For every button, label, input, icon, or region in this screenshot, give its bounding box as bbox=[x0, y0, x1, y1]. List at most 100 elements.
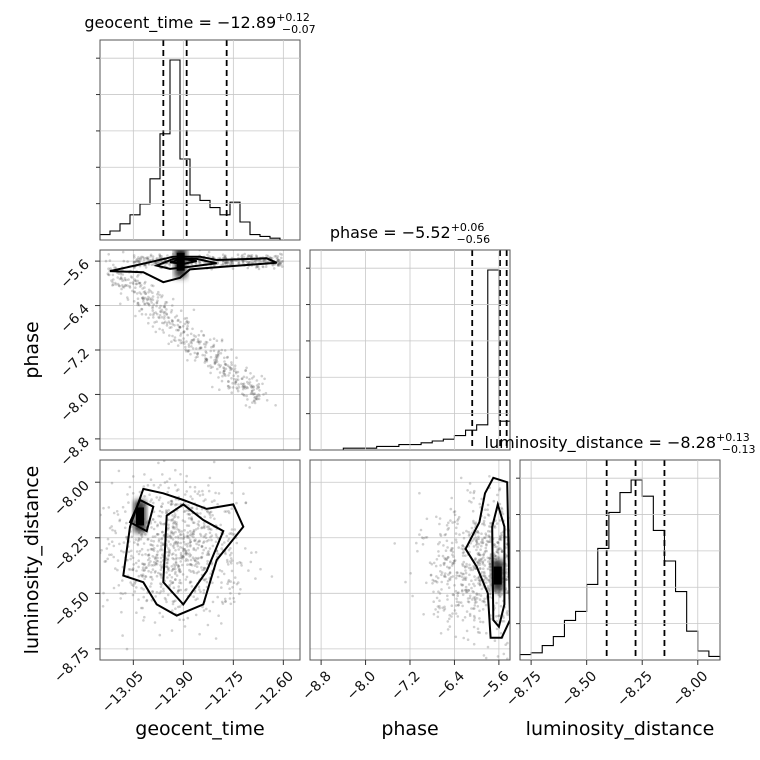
sample-point bbox=[468, 499, 471, 503]
sample-point bbox=[194, 335, 197, 338]
sample-point bbox=[488, 557, 491, 560]
sample-point bbox=[452, 561, 456, 565]
sample-point bbox=[151, 295, 155, 298]
sample-point bbox=[170, 629, 174, 632]
sample-point bbox=[444, 575, 447, 579]
sample-point bbox=[454, 604, 458, 607]
sample-point bbox=[137, 537, 141, 540]
sample-point bbox=[438, 522, 441, 526]
sample-point bbox=[451, 562, 455, 565]
sample-point bbox=[454, 538, 458, 541]
sample-point bbox=[225, 261, 228, 264]
sample-point bbox=[253, 399, 256, 403]
sample-point bbox=[215, 535, 218, 539]
sample-point bbox=[155, 496, 158, 499]
sample-point bbox=[512, 532, 515, 535]
sample-point bbox=[483, 564, 487, 567]
sample-point bbox=[123, 276, 127, 280]
sample-point bbox=[183, 529, 186, 532]
sample-point bbox=[257, 397, 261, 401]
sample-point bbox=[552, 599, 555, 602]
sample-point bbox=[470, 526, 474, 530]
sample-point bbox=[230, 348, 233, 351]
sample-point bbox=[462, 536, 466, 540]
sample-point bbox=[228, 386, 232, 389]
sample-point bbox=[190, 516, 193, 519]
sample-point bbox=[167, 569, 170, 572]
sample-point bbox=[129, 557, 132, 561]
sample-point bbox=[219, 352, 223, 355]
sample-point bbox=[168, 326, 172, 330]
sample-point bbox=[135, 550, 139, 553]
sample-point bbox=[513, 521, 516, 524]
sample-point bbox=[185, 340, 188, 343]
sample-point bbox=[210, 345, 213, 349]
sample-point bbox=[553, 556, 556, 559]
sample-point bbox=[166, 558, 170, 562]
sample-point bbox=[150, 539, 153, 542]
sample-point bbox=[473, 601, 477, 605]
sample-point bbox=[189, 529, 192, 533]
sample-point bbox=[172, 531, 175, 535]
sample-point bbox=[510, 631, 513, 634]
sample-point bbox=[172, 338, 176, 342]
sample-point bbox=[149, 478, 153, 482]
sample-point bbox=[155, 574, 159, 578]
sample-point bbox=[487, 540, 491, 543]
sample-point bbox=[464, 576, 468, 579]
sample-point bbox=[497, 593, 501, 597]
sample-point bbox=[471, 509, 475, 513]
sample-point bbox=[446, 579, 450, 583]
sample-point bbox=[200, 526, 203, 530]
sample-point bbox=[498, 595, 502, 599]
sample-point bbox=[189, 540, 192, 544]
sample-point bbox=[170, 536, 173, 539]
sample-point bbox=[277, 261, 281, 264]
sample-point bbox=[160, 254, 163, 258]
sample-point bbox=[129, 568, 132, 571]
sample-point bbox=[461, 544, 465, 548]
sample-point bbox=[197, 340, 200, 343]
sample-point bbox=[133, 279, 137, 283]
sample-point bbox=[434, 564, 438, 568]
sample-point bbox=[202, 588, 206, 592]
sample-point bbox=[137, 260, 140, 263]
sample-point bbox=[254, 397, 258, 401]
sample-point bbox=[182, 548, 185, 551]
sample-point bbox=[258, 394, 261, 398]
sample-point bbox=[156, 261, 160, 265]
sample-point bbox=[170, 569, 174, 572]
sample-point bbox=[257, 386, 261, 389]
sample-point bbox=[517, 601, 520, 604]
sample-point bbox=[106, 598, 109, 602]
sample-point bbox=[197, 570, 200, 574]
sample-point bbox=[173, 527, 176, 530]
sample-point bbox=[199, 346, 203, 350]
sample-point bbox=[233, 364, 237, 368]
sample-point bbox=[170, 531, 174, 534]
sample-point bbox=[462, 531, 465, 535]
sample-point bbox=[545, 564, 548, 567]
sample-point bbox=[438, 604, 441, 608]
sample-point bbox=[489, 521, 492, 525]
sample-point bbox=[479, 553, 482, 557]
sample-point bbox=[141, 566, 145, 569]
sample-point bbox=[456, 591, 459, 595]
sample-point bbox=[517, 571, 520, 574]
sample-point bbox=[482, 553, 486, 556]
sample-point bbox=[448, 571, 452, 575]
sample-point bbox=[131, 492, 135, 495]
sample-point bbox=[189, 580, 193, 584]
sample-point bbox=[486, 503, 490, 507]
sample-point bbox=[208, 609, 212, 613]
sample-point bbox=[189, 332, 193, 336]
sample-point bbox=[151, 590, 154, 593]
sample-point bbox=[174, 540, 177, 544]
sample-point bbox=[174, 560, 178, 564]
sample-point bbox=[468, 596, 472, 600]
sample-point bbox=[126, 558, 129, 562]
sample-point bbox=[110, 553, 113, 556]
sample-point bbox=[155, 304, 158, 308]
sample-point bbox=[116, 276, 119, 279]
sample-point bbox=[455, 600, 459, 603]
